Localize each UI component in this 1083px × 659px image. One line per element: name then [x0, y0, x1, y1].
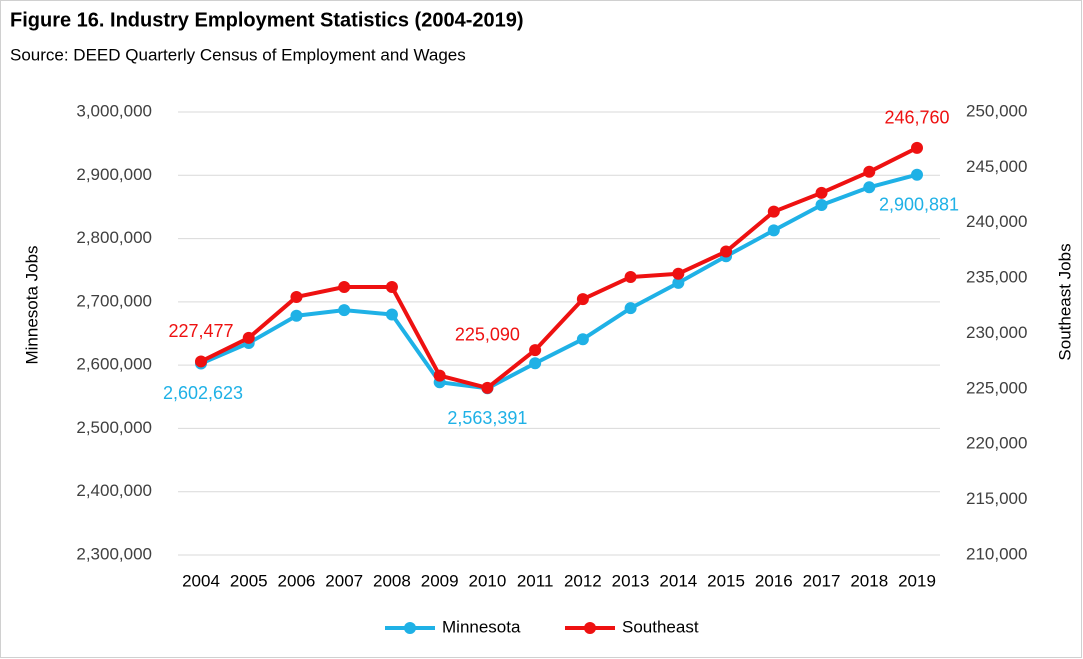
y2-tick-label: 215,000 [966, 489, 1027, 508]
chart-title: Figure 16. Industry Employment Statistic… [10, 9, 524, 31]
x-tick-label: 2018 [850, 571, 888, 590]
x-tick-label: 2008 [373, 571, 411, 590]
data-point [242, 331, 255, 344]
y2-tick-label: 220,000 [966, 434, 1027, 453]
y2-tick-label: 210,000 [966, 544, 1027, 563]
x-tick-label: 2009 [421, 571, 459, 590]
data-point [195, 355, 207, 368]
series-line [200, 146, 918, 390]
data-label: 225,090 [455, 325, 520, 345]
legend-label: Minnesota [442, 617, 521, 636]
y-tick-label: 2,600,000 [76, 355, 152, 374]
data-point [720, 245, 733, 258]
data-point [624, 302, 637, 315]
data-label: 246,760 [884, 108, 949, 128]
data-point [290, 290, 303, 303]
y2-tick-label: 225,000 [966, 378, 1027, 397]
y-tick-label: 2,700,000 [76, 291, 152, 310]
data-point [529, 344, 542, 357]
x-tick-label: 2005 [230, 571, 268, 590]
y-tick-label: 3,000,000 [76, 101, 152, 120]
x-tick-label: 2006 [278, 571, 316, 590]
data-label: 227,477 [168, 321, 233, 341]
y2-tick-label: 230,000 [966, 323, 1027, 342]
data-point [338, 280, 351, 293]
y2-axis-title: Southeast Jobs [1055, 243, 1074, 360]
data-label: 2,563,391 [447, 408, 527, 428]
data-point [911, 141, 923, 154]
x-tick-label: 2004 [182, 571, 220, 590]
data-point [529, 357, 542, 370]
y2-tick-label: 235,000 [966, 268, 1027, 287]
legend-label: Southeast [622, 617, 699, 636]
data-point [911, 168, 923, 181]
y-tick-label: 2,500,000 [76, 418, 152, 437]
legend-marker [404, 622, 416, 634]
x-tick-label: 2011 [517, 571, 554, 590]
y2-tick-label: 245,000 [966, 157, 1027, 176]
data-point [433, 369, 446, 382]
x-tick-label: 2007 [325, 571, 363, 590]
data-point [672, 267, 685, 280]
x-tick-label: 2014 [659, 571, 697, 590]
y2-tick-label: 240,000 [966, 212, 1027, 231]
x-tick-label: 2010 [468, 571, 506, 590]
y2-tick-label: 250,000 [966, 101, 1027, 120]
data-point [767, 205, 780, 218]
x-tick-label: 2012 [564, 571, 602, 590]
x-tick-label: 2013 [612, 571, 650, 590]
y-axis-title: Minnesota Jobs [22, 245, 41, 364]
y-tick-label: 2,900,000 [76, 165, 152, 184]
data-point [815, 199, 828, 212]
x-tick-label: 2015 [707, 571, 745, 590]
data-point [576, 293, 589, 306]
y-tick-label: 2,300,000 [76, 544, 152, 563]
legend-marker [584, 622, 596, 634]
x-tick-label: 2019 [898, 571, 936, 590]
data-point [338, 304, 351, 317]
y-tick-label: 2,800,000 [76, 228, 152, 247]
data-point [863, 165, 876, 178]
data-point [385, 308, 398, 321]
data-point [767, 224, 780, 237]
x-tick-label: 2017 [803, 571, 841, 590]
chart-subtitle: Source: DEED Quarterly Census of Employm… [10, 45, 466, 64]
data-point [863, 181, 876, 194]
data-point [385, 280, 398, 293]
series-line [200, 172, 918, 391]
data-label: 2,602,623 [163, 383, 243, 403]
data-point [672, 276, 685, 289]
data-point [624, 271, 637, 284]
x-tick-label: 2016 [755, 571, 793, 590]
data-point [481, 381, 494, 394]
y-tick-label: 2,400,000 [76, 481, 152, 500]
data-point [576, 333, 589, 346]
data-label: 2,900,881 [879, 194, 959, 214]
data-point [290, 309, 303, 322]
data-point [815, 186, 828, 199]
